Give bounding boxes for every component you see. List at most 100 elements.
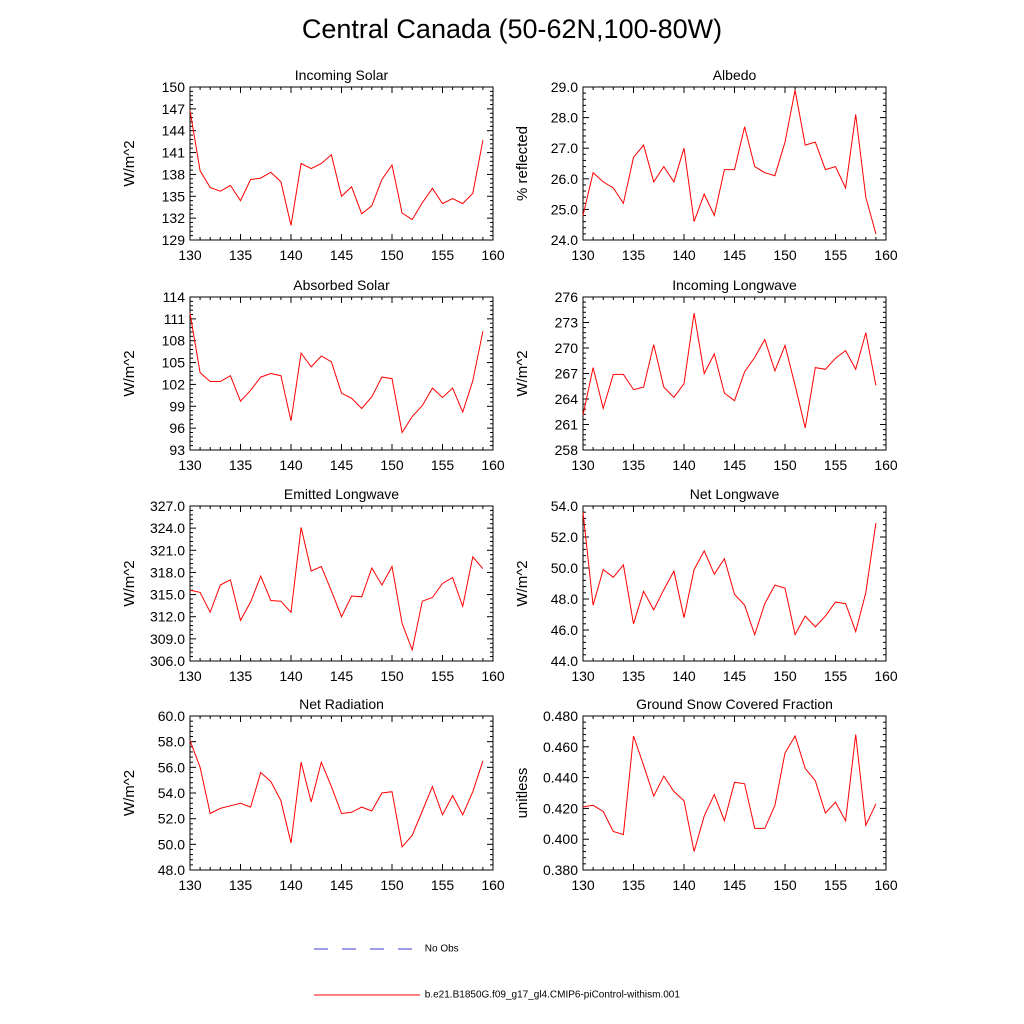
panel-title: Incoming Longwave — [672, 277, 797, 293]
y-tick-label: 27.0 — [551, 140, 578, 156]
series-line — [582, 734, 877, 852]
x-tick-label: 150 — [380, 247, 404, 263]
y-tick-label: 264 — [555, 391, 579, 407]
series-line — [582, 90, 877, 235]
series-line — [582, 313, 877, 429]
x-tick-label: 145 — [330, 877, 354, 893]
x-tick-label: 155 — [431, 457, 455, 473]
y-tick-label: 0.400 — [543, 831, 578, 847]
y-tick-label: 135 — [162, 188, 186, 204]
legend-obs: No Obs — [312, 942, 459, 956]
y-tick-label: 99 — [169, 398, 185, 414]
panel-title: Emitted Longwave — [284, 486, 399, 502]
y-axis-label: W/m^2 — [121, 560, 138, 606]
y-tick-label: 0.440 — [543, 770, 578, 786]
y-tick-label: 111 — [164, 311, 185, 327]
x-tick-label: 140 — [672, 668, 696, 684]
x-tick-label: 160 — [481, 247, 505, 263]
panel-title: Net Radiation — [299, 696, 384, 712]
panel-title: Ground Snow Covered Fraction — [636, 696, 833, 712]
x-tick-label: 160 — [874, 668, 898, 684]
x-tick-label: 160 — [874, 877, 898, 893]
x-tick-label: 160 — [481, 877, 505, 893]
y-tick-label: 273 — [555, 315, 579, 331]
y-tick-label: 315.0 — [150, 587, 185, 603]
x-tick-label: 130 — [178, 457, 202, 473]
y-tick-label: 141 — [162, 145, 186, 161]
x-tick-label: 150 — [773, 877, 797, 893]
x-tick-label: 160 — [481, 457, 505, 473]
panel-title: Net Longwave — [690, 486, 780, 502]
y-tick-label: 114 — [163, 289, 186, 305]
y-axis-label: W/m^2 — [121, 350, 138, 396]
x-tick-label: 135 — [622, 877, 646, 893]
x-tick-label: 145 — [723, 457, 747, 473]
legend-model-swatch — [314, 994, 420, 996]
y-tick-label: 50.0 — [551, 560, 578, 576]
x-tick-label: 145 — [723, 247, 747, 263]
panel-4: Incoming Longwave W/m^2 130 135 140 145 150 155… — [514, 277, 898, 473]
y-tick-label: 60.0 — [158, 708, 185, 724]
y-axis-label: W/m^2 — [121, 140, 138, 186]
y-tick-label: 96 — [169, 420, 185, 436]
y-tick-label: 318.0 — [150, 564, 185, 580]
x-tick-label: 160 — [874, 247, 898, 263]
y-tick-label: 29.0 — [551, 79, 578, 95]
y-tick-label: 56.0 — [158, 759, 185, 775]
x-tick-label: 145 — [723, 668, 747, 684]
x-tick-label: 155 — [824, 877, 848, 893]
x-tick-label: 130 — [571, 877, 595, 893]
y-tick-label: 0.380 — [543, 862, 578, 878]
y-tick-label: 0.480 — [543, 708, 578, 724]
series-line — [189, 110, 484, 226]
y-tick-label: 105 — [162, 355, 186, 371]
plot-frame — [189, 296, 494, 451]
legend-obs-label: No Obs — [424, 943, 459, 955]
y-tick-label: 28.0 — [551, 110, 578, 126]
y-tick-label: 0.460 — [543, 739, 578, 755]
y-tick-label: 24.0 — [551, 232, 578, 248]
y-tick-label: 54.0 — [551, 498, 578, 514]
x-tick-label: 135 — [229, 247, 253, 263]
legend-model-label: b.e21.B1850G.f09_g17_gl4.CMIP6-piControl… — [424, 989, 680, 1001]
x-tick-label: 145 — [330, 457, 354, 473]
y-tick-label: 309.0 — [150, 631, 185, 647]
x-tick-label: 145 — [723, 877, 747, 893]
panel-8: Ground Snow Covered Fraction unitless 130 1… — [514, 696, 898, 893]
x-tick-label: 140 — [279, 877, 303, 893]
x-tick-label: 150 — [773, 247, 797, 263]
y-axis-label: unitless — [514, 768, 531, 819]
x-tick-label: 130 — [571, 668, 595, 684]
y-tick-label: 261 — [555, 417, 579, 433]
y-tick-label: 321.0 — [150, 542, 185, 558]
x-tick-label: 155 — [824, 668, 848, 684]
y-tick-label: 258 — [555, 442, 579, 458]
y-tick-label: 93 — [169, 442, 185, 458]
y-tick-label: 102 — [162, 376, 186, 392]
y-tick-label: 54.0 — [158, 785, 185, 801]
panel-2: Albedo % reflected 130 135 140 145 150 155 160 24… — [514, 67, 898, 263]
plot-frame — [582, 715, 887, 871]
y-tick-label: 46.0 — [551, 622, 578, 638]
y-tick-label: 58.0 — [158, 734, 185, 750]
y-tick-label: 147 — [162, 101, 186, 117]
y-tick-label: 44.0 — [551, 653, 578, 669]
x-tick-label: 140 — [672, 457, 696, 473]
x-tick-label: 150 — [773, 457, 797, 473]
x-tick-label: 155 — [431, 247, 455, 263]
x-tick-label: 150 — [380, 457, 404, 473]
x-tick-label: 160 — [874, 457, 898, 473]
panel-7: Net Radiation W/m^2 130 135 140 145 150 155 160 4… — [121, 696, 505, 893]
y-tick-label: 312.0 — [150, 609, 185, 625]
panel-title: Albedo — [713, 67, 757, 83]
y-tick-label: 50.0 — [158, 836, 185, 852]
panel-5: Emitted Longwave W/m^2 130 135 140 145 150 155 1… — [121, 486, 505, 684]
series-line — [582, 512, 877, 637]
legend-obs-swatch — [314, 948, 420, 950]
y-tick-label: 327.0 — [150, 498, 185, 514]
y-axis-label: W/m^2 — [514, 350, 531, 396]
series-line — [189, 740, 484, 849]
y-tick-label: 324.0 — [150, 520, 185, 536]
panel-1: Incoming Solar W/m^2 130 135 140 145 150 155 160… — [121, 67, 505, 263]
